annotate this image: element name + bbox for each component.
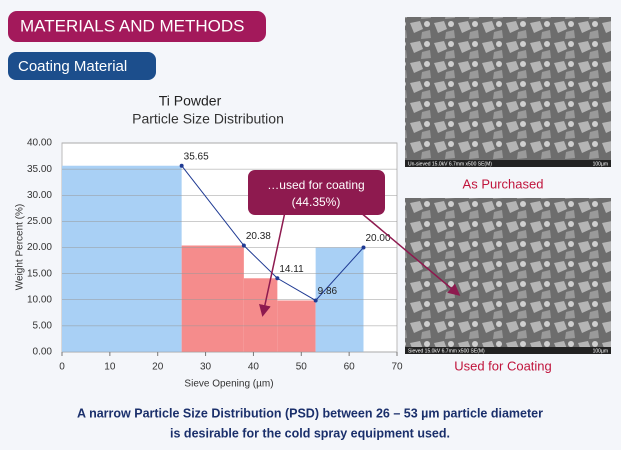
data-label: 20.38 [246, 231, 271, 242]
y-tick-label: 5.00 [33, 321, 53, 332]
data-label: 9.86 [318, 286, 338, 297]
chart-subtitle: Particle Size Distribution [132, 111, 284, 127]
image-scale: 100µm [593, 161, 608, 167]
slide-subtitle: Coating Material [18, 58, 127, 75]
x-tick-label: 30 [200, 362, 212, 373]
arrow [259, 211, 286, 317]
image-caption: Used for Coating [454, 358, 552, 373]
footer-text: is desirable for the cold spray equipmen… [170, 426, 450, 440]
x-tick-label: 0 [59, 362, 65, 373]
annotation: …used for coating [267, 178, 364, 192]
y-tick-label: 15.00 [27, 268, 52, 279]
point [179, 163, 184, 168]
slide-title: MATERIALS AND METHODS [20, 16, 245, 35]
footer-text: A narrow Particle Size Distribution (PSD… [77, 406, 543, 420]
x-tick-label: 10 [104, 362, 116, 373]
info-bar [405, 160, 611, 167]
y-tick-label: 40.00 [27, 138, 52, 149]
image-info: Sieved 15.0kV 6.7mm x500 SE(M) [408, 348, 485, 354]
annotation-box [248, 170, 385, 215]
annotation: (44.35%) [292, 195, 341, 209]
image-scale: 100µm [593, 348, 608, 354]
bar [62, 165, 182, 352]
info-bar [405, 347, 611, 354]
bar [243, 278, 278, 352]
x-axis-label: Sieve Opening (µm) [184, 379, 273, 390]
y-tick-label: 25.00 [27, 216, 52, 227]
bar [181, 245, 244, 352]
title-bar [8, 11, 266, 42]
x-tick-label: 60 [344, 362, 356, 373]
x-tick-label: 50 [296, 362, 308, 373]
y-tick-label: 10.00 [27, 294, 52, 305]
point [241, 243, 246, 248]
bar [277, 300, 316, 352]
data-label: 35.65 [184, 151, 209, 162]
y-tick-label: 0.00 [33, 347, 53, 358]
x-tick-label: 70 [391, 362, 403, 373]
point [313, 298, 318, 303]
y-tick-label: 30.00 [27, 190, 52, 201]
y-axis-label: Weight Percent (%) [15, 204, 26, 291]
arrow [359, 211, 461, 296]
y-tick-label: 35.00 [27, 164, 52, 175]
y-tick-label: 20.00 [27, 242, 52, 253]
data-label: 20.00 [366, 233, 391, 244]
sem-image [405, 198, 611, 354]
x-tick-label: 20 [152, 362, 164, 373]
x-tick-label: 40 [248, 362, 260, 373]
image-caption: As Purchased [463, 176, 544, 191]
point [361, 245, 366, 250]
image-info: Un-sieved 15.0kV 6.7mm x500 SE(M) [408, 161, 492, 167]
data-label: 14.11 [279, 264, 304, 275]
sem-image [405, 17, 611, 167]
subtitle-bar [8, 52, 156, 80]
point [275, 276, 280, 281]
chart-title: Ti Powder [159, 93, 222, 109]
